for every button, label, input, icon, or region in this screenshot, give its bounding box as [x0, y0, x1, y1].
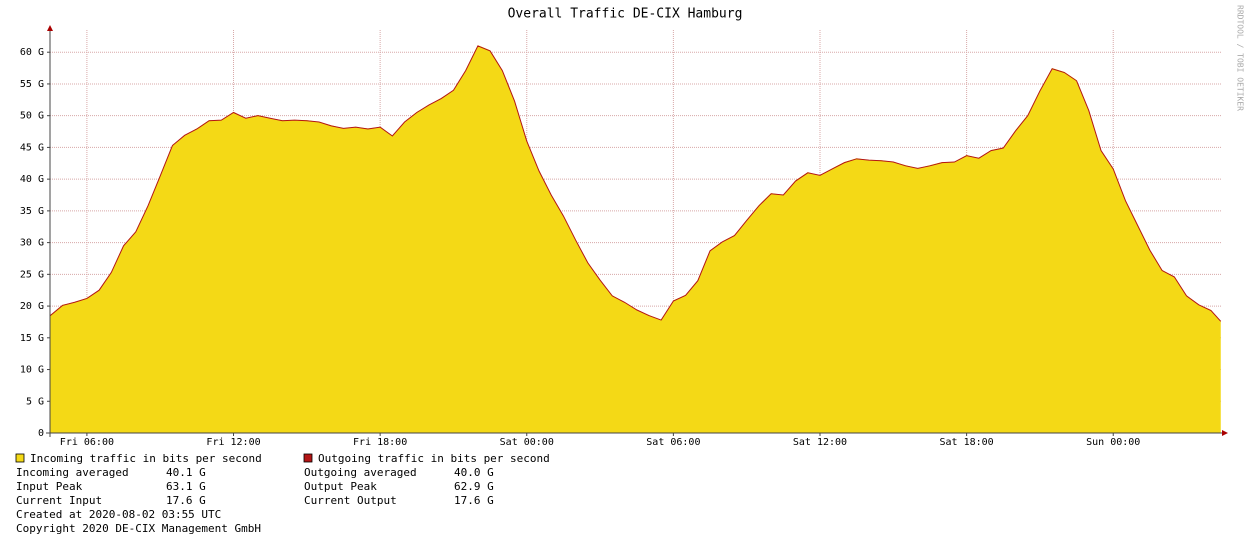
y-tick-label: 15 G — [20, 333, 44, 344]
y-tick-label: 45 G — [20, 142, 44, 153]
stat-value: 17.6 G — [166, 494, 206, 507]
y-tick-label: 50 G — [20, 111, 44, 122]
area — [50, 45, 1221, 433]
x-tick-label: Sat 18:00 — [940, 437, 994, 448]
stat-label: Output Peak — [304, 480, 377, 493]
chart-title: Overall Traffic DE-CIX Hamburg — [508, 7, 743, 22]
stat-label: Input Peak — [16, 480, 83, 493]
x-tick-label: Sat 00:00 — [500, 437, 554, 448]
x-axis-arrow — [1222, 430, 1228, 436]
note: Created at 2020-08-02 03:55 UTC — [16, 508, 221, 521]
side-label: RRDTOOL / TOBI OETIKER — [1236, 5, 1245, 111]
stat-value: 17.6 G — [454, 494, 494, 507]
y-tick-label: 10 G — [20, 365, 44, 376]
x-tick-label: Sat 06:00 — [646, 437, 700, 448]
y-axis-arrow — [47, 25, 53, 31]
x-tick-label: Fri 18:00 — [353, 437, 407, 448]
stat-label: Outgoing averaged — [304, 466, 417, 479]
y-tick-label: 5 G — [26, 396, 44, 407]
legend-label: Outgoing traffic in bits per second — [318, 452, 550, 465]
legend-swatch — [15, 453, 25, 463]
stat-label: Incoming averaged — [16, 466, 129, 479]
stat-value: 40.1 G — [166, 466, 206, 479]
stat-value: 63.1 G — [166, 480, 206, 493]
legend-swatch — [303, 453, 313, 463]
y-tick-label: 40 G — [20, 174, 44, 185]
legend-label: Incoming traffic in bits per second — [30, 452, 262, 465]
x-tick-label: Sat 12:00 — [793, 437, 847, 448]
y-tick-label: 60 G — [20, 47, 44, 58]
note: Copyright 2020 DE-CIX Management GmbH — [16, 522, 261, 535]
y-tick-label: 25 G — [20, 269, 44, 280]
stat-value: 40.0 G — [454, 466, 494, 479]
stat-value: 62.9 G — [454, 480, 494, 493]
y-tick-label: 0 — [38, 428, 44, 439]
y-tick-label: 35 G — [20, 206, 44, 217]
x-tick-label: Fri 12:00 — [206, 437, 260, 448]
y-tick-label: 30 G — [20, 238, 44, 249]
y-tick-label: 20 G — [20, 301, 44, 312]
x-tick-label: Fri 06:00 — [60, 437, 114, 448]
stat-label: Current Output — [304, 494, 397, 507]
line — [49, 45, 1222, 322]
y-tick-label: 55 G — [20, 79, 44, 90]
x-tick-label: Sun 00:00 — [1086, 437, 1140, 448]
stat-label: Current Input — [16, 494, 102, 507]
